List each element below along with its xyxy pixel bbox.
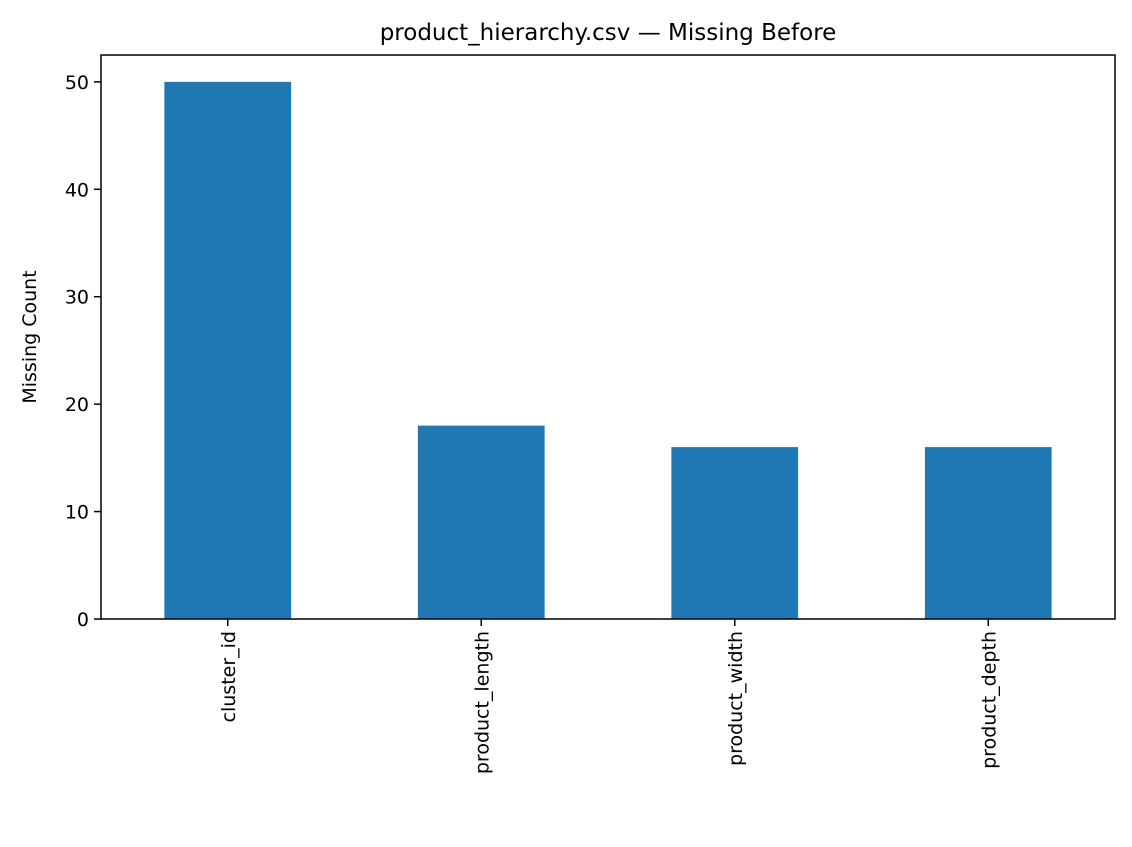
x-tick-label: cluster_id [218,631,240,722]
y-axis: 0 10 20 30 40 50 [65,72,101,631]
y-tick-label: 30 [65,287,89,309]
bar-product_length [417,425,545,619]
chart-title: product_hierarchy.csv — Missing Before [380,20,837,46]
y-tick-label: 40 [65,179,89,201]
x-axis: cluster_id product_length product_width pro… [218,619,1000,774]
x-tick-label: product_depth [978,631,1000,769]
bar-cluster_id [164,81,292,620]
y-tick-label: 20 [65,394,89,416]
y-tick-label: 50 [65,72,89,94]
y-axis-title: Missing Count [19,270,41,403]
bars-layer [164,81,1052,620]
plot-frame [100,54,1116,620]
y-tick-label: 10 [65,502,89,524]
y-tick-label: 0 [77,609,89,631]
x-tick-label: product_width [725,631,747,766]
bar-product_depth [924,447,1052,619]
x-tick-label: product_length [471,631,493,774]
bar-product_width [671,447,799,619]
